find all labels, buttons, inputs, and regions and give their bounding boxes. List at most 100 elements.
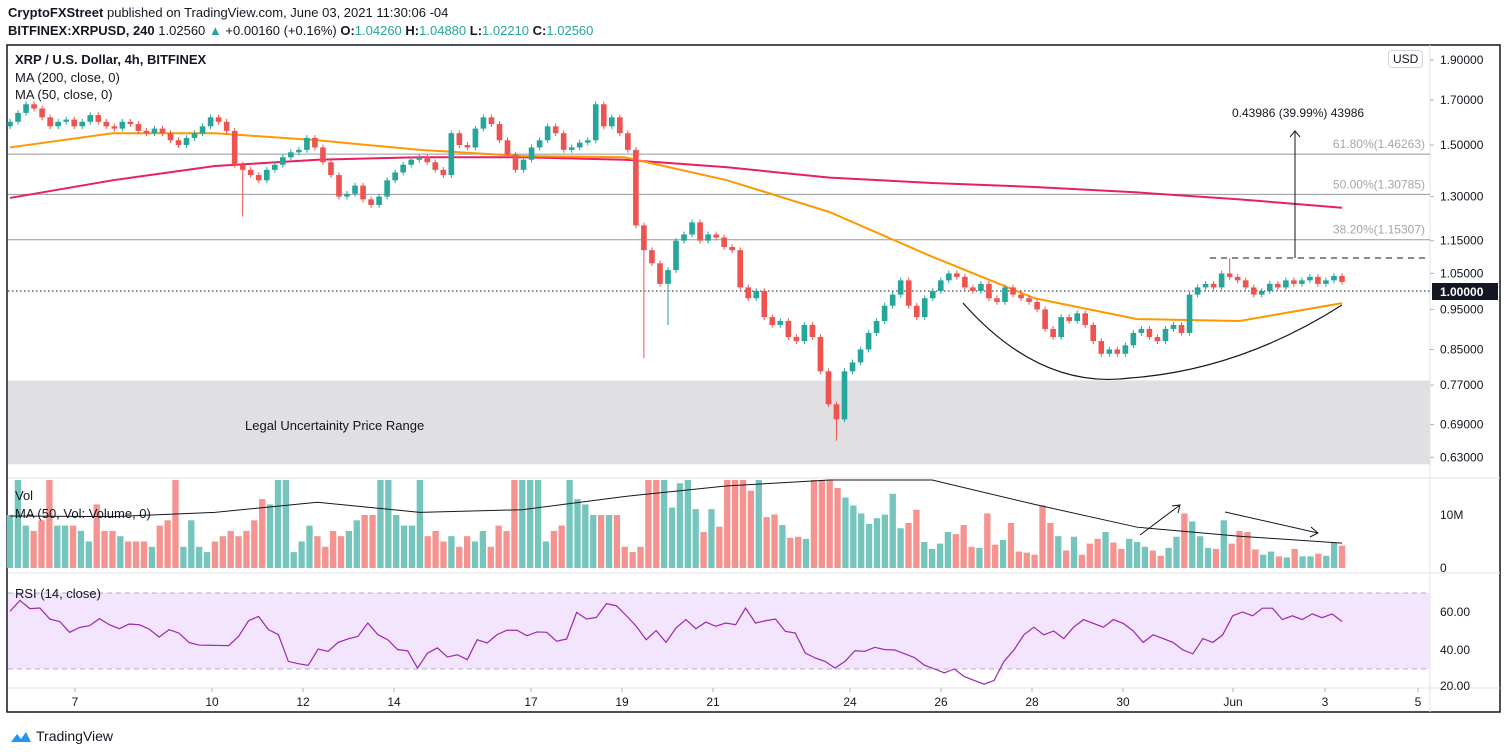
volume-bar [511,480,518,568]
candle-body [223,121,230,131]
candle-body [713,234,719,238]
candle-body [103,121,110,127]
candle-body [79,121,86,127]
volume-bar [1189,521,1196,568]
candle-body [929,291,936,299]
candle [544,123,551,144]
candle [608,114,615,130]
volume-bar [1086,543,1093,568]
volume-tick-label: 10M [1440,508,1463,522]
candle [552,123,559,137]
candle [159,125,166,137]
volume-bar [172,480,179,568]
candle-body [400,164,406,173]
volume-bar [826,480,833,568]
time-tick-label: 19 [615,695,629,709]
volume-ma-legend[interactable]: MA (50, Vol: Volume, 0) [15,506,151,521]
candle-body [416,157,423,160]
volume-legend[interactable]: Vol [15,488,34,503]
candle-body [1074,313,1081,322]
volume-bar [708,509,715,568]
candle [304,135,310,153]
candle-body [801,324,808,342]
candle [705,231,711,244]
candle-body [480,117,487,129]
volume-bar [929,548,936,568]
current-price-badge [1432,283,1498,300]
volume-bar [361,515,368,568]
candle [689,219,695,238]
volume-bar [188,520,195,568]
candle-body [159,128,166,134]
volume-bar [952,534,959,568]
candle [247,167,254,178]
time-tick-label: 12 [296,695,310,709]
volume-bar [117,536,124,568]
candle [721,234,727,250]
candle-body [1154,337,1161,342]
candle [95,112,102,125]
candle [793,334,800,345]
volume-bar [1157,555,1164,568]
candle [47,114,53,130]
candle [881,302,888,324]
tradingview-cloud-icon [11,732,31,742]
ma200-legend[interactable]: MA (200, close, 0) [15,70,120,85]
candle-body [1138,328,1145,333]
volume-tick-label: 0 [1440,561,1447,575]
volume-bar [266,504,274,568]
volume-bar [85,541,92,568]
candle-body [568,147,575,150]
volume-bar [1330,542,1338,568]
volume-bar [1338,545,1346,568]
rsi-tick-label: 40.00 [1440,643,1470,657]
time-tick-label: 17 [524,695,538,709]
volume-bar [62,525,69,568]
price-tick-label: 1.90000 [1440,53,1484,67]
candle [87,112,94,125]
volume-bar [298,541,305,568]
candle [641,222,647,359]
candle-body [1042,309,1048,329]
ma50-legend[interactable]: MA (50, close, 0) [15,87,113,102]
candle [954,270,960,280]
candle [1226,257,1233,280]
volume-bar [1062,550,1070,568]
candle-body [1002,287,1008,302]
candle [649,247,655,267]
candle-body [970,287,976,291]
volume-bar [605,515,613,568]
tradingview-logo[interactable]: TradingView [10,728,113,744]
candle-body [1050,328,1056,338]
candle [1114,346,1121,357]
candle-body [191,133,198,138]
candle-body [360,185,366,200]
candle [737,247,744,291]
candle [1018,291,1024,302]
candle [1034,299,1040,313]
volume-bar [1094,538,1101,568]
candle [368,196,374,208]
candle-body [1266,283,1273,291]
candle-body [512,154,519,170]
publisher-name[interactable]: CryptoFXStreet [8,5,104,20]
candle-body [320,147,326,163]
candle [424,154,431,166]
volume-bar [700,531,707,568]
candle [825,368,832,408]
volume-bar [196,546,203,568]
candle-body [87,115,94,122]
candle-body [1331,275,1337,281]
candle [937,277,944,294]
volume-bar [479,530,487,568]
currency-button[interactable]: USD [1388,50,1424,68]
candle-body [1186,294,1193,333]
rsi-legend[interactable]: RSI (14, close) [15,586,101,601]
volume-bar [668,507,676,568]
candle [657,260,663,287]
candle-body [384,180,390,197]
candle [617,114,623,137]
candle [1106,346,1113,357]
volume-bar [542,541,550,568]
